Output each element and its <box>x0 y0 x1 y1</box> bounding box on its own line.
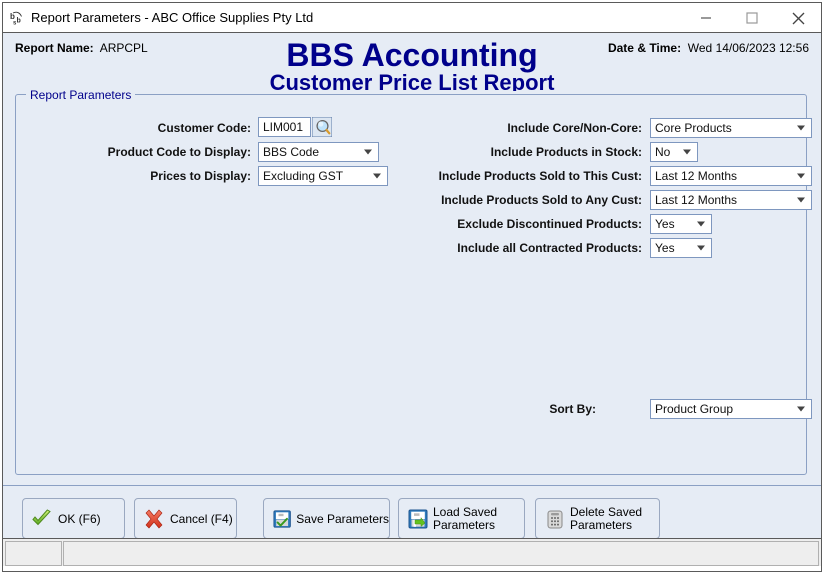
svg-text:b: b <box>17 17 21 24</box>
